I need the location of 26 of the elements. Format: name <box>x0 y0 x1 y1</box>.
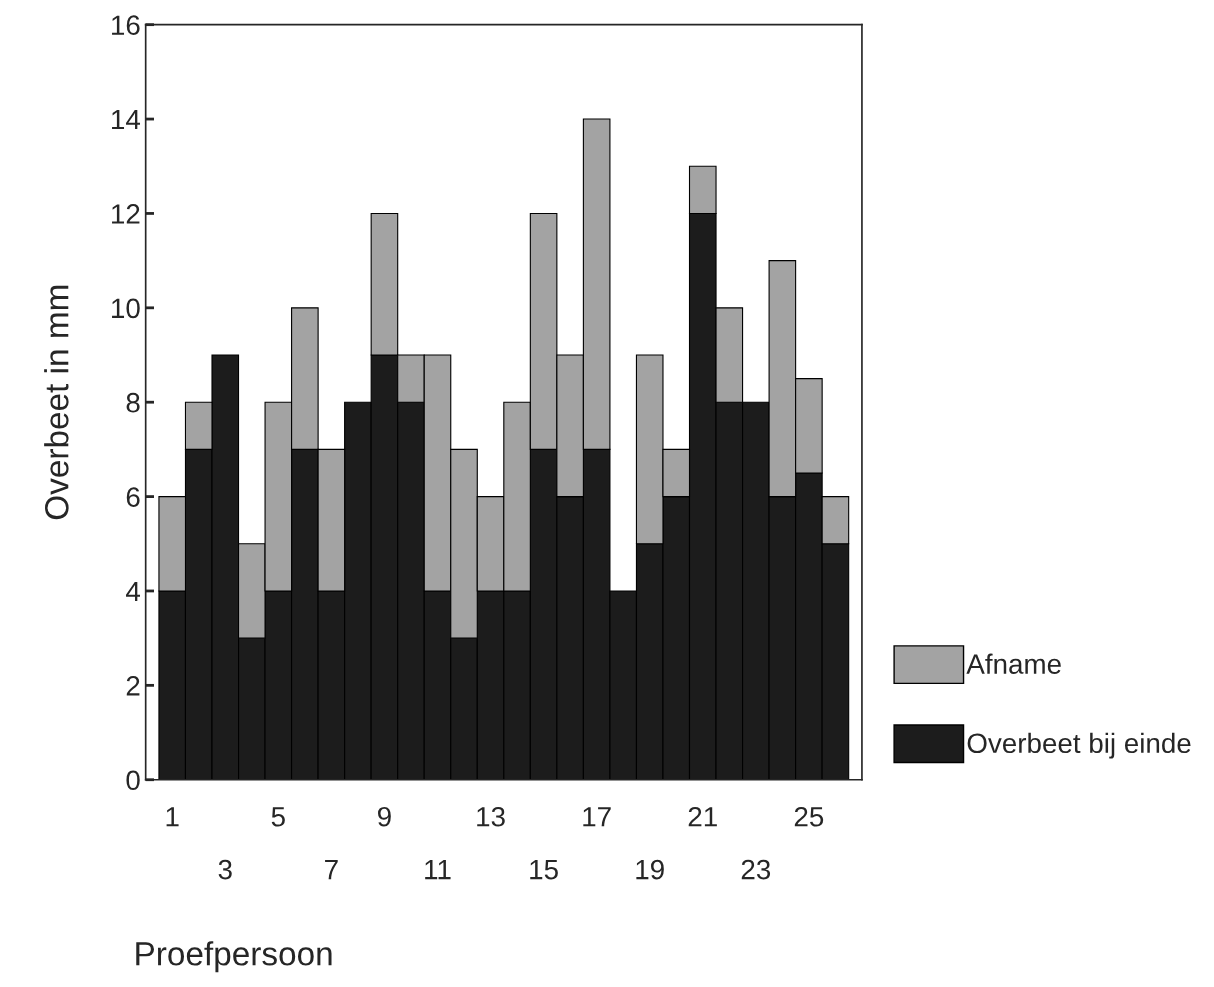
x-tick-label: 9 <box>378 806 391 827</box>
y-tick-label: 16 <box>112 15 140 36</box>
legend-label: Afname <box>966 653 1061 674</box>
y-axis-title: Overbeet in mm <box>44 285 69 520</box>
y-tick-label: 12 <box>112 204 140 224</box>
x-axis-title: Proefpersoon <box>136 941 332 973</box>
x-tick-label: 15 <box>530 860 558 880</box>
x-tick-label: 3 <box>218 859 232 880</box>
y-tick-label: 14 <box>112 110 141 130</box>
x-tick-label: 17 <box>583 807 611 827</box>
x-tick-label: 19 <box>636 859 664 880</box>
y-tick-label: 4 <box>126 581 141 602</box>
y-tick-label: 0 <box>126 770 140 791</box>
x-tick-label: 5 <box>271 807 285 827</box>
legend-label: Overbeet bij einde <box>967 732 1191 759</box>
x-tick-label: 1 <box>166 807 179 827</box>
y-tick-label: 10 <box>112 298 140 319</box>
y-tick-label: 6 <box>126 487 140 507</box>
x-tick-label: 23 <box>741 859 771 880</box>
x-tick-label: 7 <box>325 860 338 880</box>
x-tick-label: 21 <box>688 806 717 827</box>
y-tick-label: 8 <box>126 392 140 413</box>
x-tick-label: 11 <box>425 860 451 880</box>
y-tick-label: 2 <box>126 676 140 696</box>
x-tick-label: 13 <box>477 806 505 827</box>
x-tick-label: 25 <box>794 806 824 827</box>
